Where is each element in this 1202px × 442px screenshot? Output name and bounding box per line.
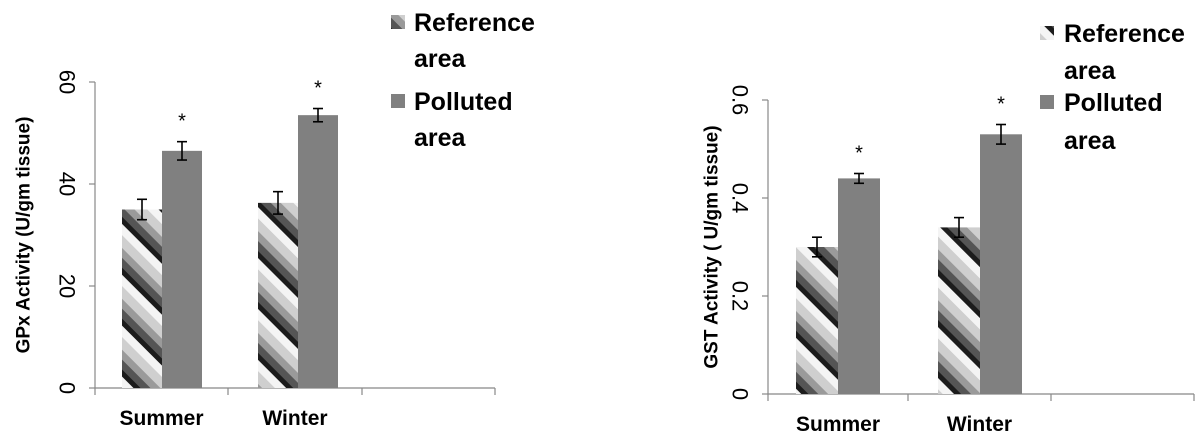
y-axis-title: GST Activity ( U/gm tissue)	[702, 125, 723, 368]
significance-marker: *	[178, 111, 186, 133]
significance-marker: *	[314, 78, 322, 100]
bar-polluted-area	[980, 134, 1022, 395]
y-tick-label: 0	[55, 382, 80, 394]
bar-reference-area	[258, 202, 298, 388]
bar-polluted-area	[298, 115, 338, 389]
y-tick-label: 60	[55, 70, 80, 94]
legend-swatch-reference	[391, 15, 405, 29]
x-category-label: Winter	[262, 407, 327, 430]
legend-label: Reference	[414, 9, 535, 37]
significance-marker: *	[855, 143, 863, 165]
legend-swatch-reference	[1040, 26, 1054, 40]
x-category-label: Summer	[119, 407, 203, 430]
y-tick-label: 0	[728, 388, 753, 400]
x-category-label: Summer	[796, 413, 880, 436]
y-axis-title: GPx Activity (U/gm tissue)	[14, 117, 35, 354]
y-tick-label: 40	[55, 172, 80, 196]
legend-swatch-polluted	[391, 94, 405, 108]
legend-label: Polluted	[414, 88, 513, 116]
legend-label: area	[414, 124, 467, 152]
legend-label: area	[1064, 57, 1117, 85]
legend-label: Polluted	[1064, 89, 1163, 117]
y-tick-label: 0.2	[728, 281, 753, 312]
significance-marker: *	[997, 94, 1005, 116]
y-tick-label: 0.6	[728, 85, 753, 116]
x-category-label: Winter	[947, 413, 1012, 436]
legend-swatch-polluted	[1040, 95, 1054, 109]
y-tick-label: 0.4	[728, 183, 753, 214]
bar-polluted-area	[162, 150, 202, 388]
legend-label: area	[414, 45, 467, 73]
legend-label: Reference	[1064, 20, 1185, 48]
bar-reference-area	[796, 247, 838, 394]
y-tick-label: 20	[55, 274, 80, 298]
bar-reference-area	[938, 227, 980, 394]
bar-polluted-area	[838, 178, 880, 394]
bar-reference-area	[122, 209, 162, 388]
legend-label: area	[1064, 127, 1117, 155]
